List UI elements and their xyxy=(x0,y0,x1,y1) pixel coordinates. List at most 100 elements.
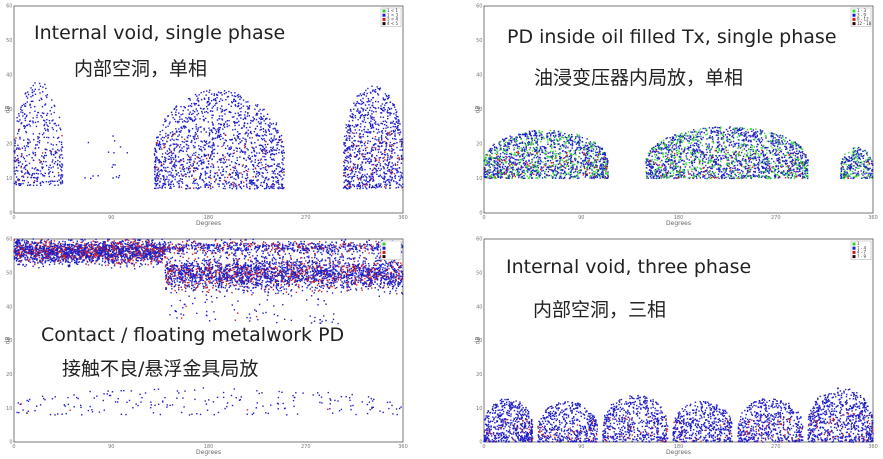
data-point xyxy=(223,90,226,92)
data-point xyxy=(495,160,497,162)
data-point xyxy=(374,147,377,149)
data-point xyxy=(606,163,608,166)
data-point xyxy=(343,152,346,155)
data-point xyxy=(736,160,739,163)
data-point xyxy=(234,100,237,102)
data-point xyxy=(203,120,205,122)
data-point xyxy=(178,128,180,130)
data-point xyxy=(154,182,156,185)
data-point xyxy=(351,149,354,151)
data-point xyxy=(345,157,348,160)
data-point xyxy=(15,183,17,186)
data-point xyxy=(516,170,519,172)
data-point xyxy=(692,134,694,136)
data-point xyxy=(392,149,394,151)
data-point xyxy=(283,168,285,170)
data-point xyxy=(549,139,552,141)
data-point xyxy=(549,135,552,137)
data-point xyxy=(595,164,597,166)
data-point xyxy=(269,122,271,124)
data-point xyxy=(23,179,26,182)
data-point xyxy=(354,114,356,117)
data-point xyxy=(23,103,25,106)
data-point xyxy=(360,166,363,168)
data-point xyxy=(376,163,379,166)
data-point xyxy=(591,145,593,147)
data-point xyxy=(513,173,516,175)
data-point xyxy=(351,172,353,174)
data-point xyxy=(581,152,584,154)
data-point xyxy=(217,91,220,93)
data-point xyxy=(27,91,29,93)
data-point xyxy=(537,138,539,141)
data-point xyxy=(393,142,395,145)
data-point xyxy=(662,141,665,144)
data-point xyxy=(400,154,403,157)
data-point xyxy=(224,187,226,190)
data-point xyxy=(528,143,530,145)
data-point xyxy=(554,132,556,134)
data-point xyxy=(588,152,590,154)
data-point xyxy=(533,171,535,173)
data-point xyxy=(510,153,512,155)
data-point xyxy=(346,139,348,142)
data-point xyxy=(401,138,403,140)
data-point xyxy=(378,140,380,142)
data-point xyxy=(20,111,22,113)
data-point xyxy=(547,152,549,154)
data-point xyxy=(270,187,272,189)
data-point xyxy=(211,131,214,134)
data-point xyxy=(603,152,605,154)
data-point xyxy=(198,148,201,150)
data-point xyxy=(388,132,390,135)
data-point xyxy=(369,161,372,163)
data-point xyxy=(45,160,47,163)
data-point xyxy=(398,119,400,122)
data-point xyxy=(385,121,388,123)
data-point xyxy=(107,151,110,153)
data-point xyxy=(222,170,225,172)
data-point xyxy=(17,159,20,162)
data-point xyxy=(199,178,201,180)
data-point xyxy=(13,152,16,154)
data-point xyxy=(244,111,247,113)
data-point xyxy=(60,143,63,146)
data-point xyxy=(24,126,26,128)
data-point xyxy=(161,148,163,150)
data-point xyxy=(588,149,590,152)
data-point xyxy=(179,149,182,151)
data-point xyxy=(262,130,265,133)
data-point xyxy=(243,144,246,147)
data-point xyxy=(787,166,790,169)
data-point xyxy=(360,123,362,125)
data-point xyxy=(171,138,173,140)
legend-swatch xyxy=(382,9,386,13)
data-point xyxy=(45,95,47,97)
data-point xyxy=(235,173,238,175)
data-point xyxy=(499,176,502,178)
data-point xyxy=(48,168,50,171)
data-point xyxy=(560,166,562,168)
legend-swatch xyxy=(382,17,386,21)
data-point xyxy=(375,143,377,145)
data-point xyxy=(364,114,366,117)
data-point xyxy=(180,170,182,172)
data-point xyxy=(170,111,173,114)
data-point xyxy=(175,105,178,107)
data-point xyxy=(45,121,48,124)
data-point xyxy=(189,167,191,170)
data-point xyxy=(351,169,353,171)
data-point xyxy=(55,144,58,146)
data-point xyxy=(663,176,665,179)
data-point xyxy=(499,141,501,143)
data-point xyxy=(523,171,525,173)
data-point xyxy=(606,173,609,176)
data-point xyxy=(378,148,381,150)
data-point xyxy=(523,148,526,150)
data-point xyxy=(597,174,599,177)
data-point xyxy=(540,160,542,163)
data-point xyxy=(504,144,506,146)
data-point xyxy=(283,157,285,159)
data-point xyxy=(754,151,757,153)
